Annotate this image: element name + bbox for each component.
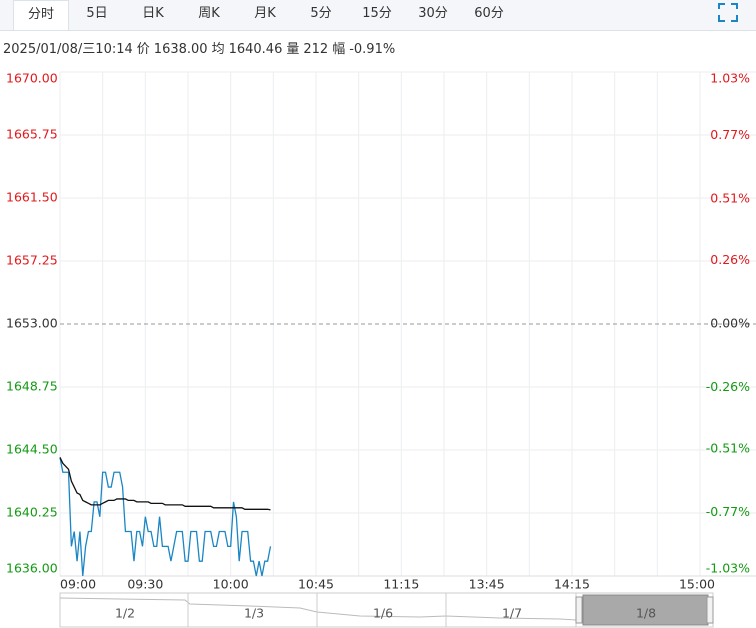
tab-bar: 分时 5日 日K 周K 月K 5分 15分 30分 60分 (0, 0, 756, 31)
tab[interactable]: 60分 (474, 6, 504, 21)
y2-tick-label: -1.03% (706, 561, 750, 576)
y2-tick-label: -0.77% (706, 504, 750, 519)
info-item: 量 (286, 42, 300, 57)
info-item: 1638.00 (153, 42, 208, 57)
series-line (59, 457, 271, 511)
tab[interactable]: 30分 (418, 6, 448, 21)
y2-tick-label: 0.51% (710, 191, 750, 206)
tab[interactable]: 分时 (13, 0, 69, 30)
x-tick-label: 10:00 (213, 577, 249, 592)
y2-tick-label: -0.26% (706, 379, 750, 394)
navigator-label: 1/7 (502, 606, 522, 621)
navigator-sparkline (59, 597, 708, 621)
y-tick-label: 1644.50 (6, 442, 58, 457)
navigator-label: 1/2 (115, 606, 135, 621)
info-item: 2025/01/08/三10:14 (3, 42, 133, 57)
navigator-label: 1/6 (373, 606, 393, 621)
y-tick-label: 1648.75 (6, 379, 58, 394)
x-tick-label: 09:00 (60, 577, 96, 592)
navigator[interactable]: 1/2 1/3 1/6 1/7 1/8 (59, 592, 714, 628)
y-tick-label: 1661.50 (6, 190, 58, 205)
x-tick-label: 13:45 (469, 577, 505, 592)
y-tick-label: 1636.00 (6, 561, 58, 576)
y2-tick-label: 0.00% (710, 316, 750, 331)
y2-tick-label: -0.51% (706, 440, 750, 455)
tab[interactable]: 周K (198, 6, 220, 21)
x-tick-label: 11:15 (383, 577, 419, 592)
fullscreen-icon[interactable] (718, 3, 738, 22)
tab[interactable]: 月K (254, 6, 276, 21)
y2-tick-label: 0.26% (710, 252, 750, 267)
info-item: 212 (303, 42, 329, 57)
y2-tick-label: 1.03% (710, 71, 750, 86)
x-tick-label: 10:45 (298, 577, 334, 592)
y2-tick-label: 0.77% (710, 127, 750, 142)
navigator-label: 1/8 (636, 606, 656, 621)
tab[interactable]: 5分 (310, 6, 332, 21)
tab[interactable]: 日K (142, 6, 164, 21)
y-tick-label: 1640.25 (6, 505, 58, 520)
info-item: 价 (136, 42, 150, 57)
tab[interactable]: 15分 (362, 6, 392, 21)
series-line (59, 457, 272, 577)
info-item: 幅 (332, 42, 346, 57)
y-tick-label: 1653.00 (6, 316, 58, 331)
y-tick-label: 1657.25 (6, 253, 58, 268)
navigator-selection (582, 594, 709, 626)
x-tick-label: 15:00 (679, 577, 715, 592)
info-line: 2025/01/08/三10:14 价 1638.00 均 1640.46 量 212 幅 -0… (3, 38, 399, 57)
navigator-label: 1/3 (244, 606, 264, 621)
info-item: -0.91% (349, 42, 396, 57)
tab[interactable]: 5日 (86, 6, 108, 21)
x-tick-label: 14:15 (554, 577, 590, 592)
navigator-handle (575, 596, 583, 624)
info-item: 1640.46 (228, 42, 283, 57)
y-tick-label: 1670.00 (6, 71, 58, 86)
x-tick-label: 09:30 (127, 577, 163, 592)
navigator-handle (706, 596, 714, 624)
info-item: 均 (211, 42, 225, 57)
y-tick-label: 1665.75 (6, 127, 58, 142)
